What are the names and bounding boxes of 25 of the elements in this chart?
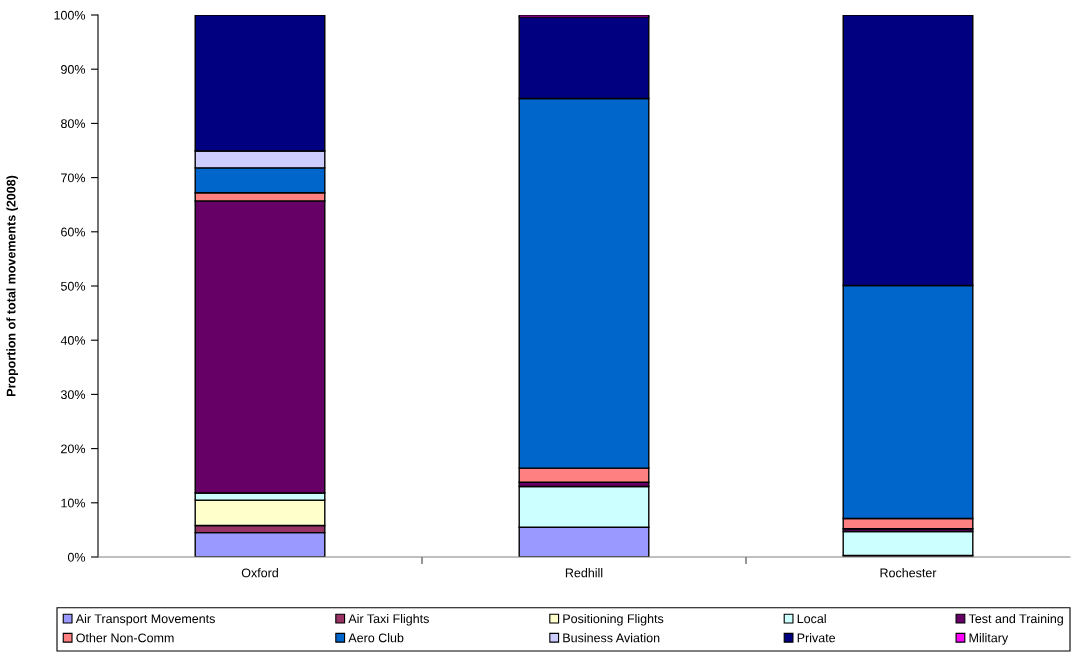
legend-label: Test and Training — [968, 613, 1063, 626]
y-tick-label: 10% — [61, 498, 86, 508]
x-tick-label: Rochester — [880, 568, 937, 578]
y-tick-label: 50% — [60, 281, 86, 291]
y-tick-label: 30% — [60, 390, 86, 400]
y-tick-label: 20% — [61, 444, 86, 454]
legend-label: Air Taxi Flights — [348, 613, 429, 626]
legend-label: Private — [797, 633, 836, 643]
legend-label: Air Transport Movements — [75, 613, 215, 626]
y-tick-label: 100% — [54, 10, 86, 20]
legend-label: Military — [969, 633, 1009, 645]
y-tick-label: 40% — [60, 336, 86, 345]
x-tick-label: Redhill — [565, 568, 603, 578]
y-tick-label: 80% — [61, 119, 86, 129]
legend-label: Aero Club — [348, 633, 404, 643]
legend-label: Business Aviation — [563, 633, 660, 643]
x-tick-label: Oxford — [241, 568, 278, 578]
y-tick-label: 70% — [61, 173, 86, 183]
y-tick-label: 60% — [61, 227, 86, 237]
y-axis-title: Proportion of total movements (2008) — [6, 175, 18, 396]
y-tick-label: 90% — [61, 65, 86, 74]
legend-label: Other Non-Comm — [76, 633, 174, 643]
legend-label: Positioning Flights — [563, 613, 664, 626]
legend-label: Local — [797, 613, 826, 624]
y-tick-label: 0% — [67, 552, 86, 562]
